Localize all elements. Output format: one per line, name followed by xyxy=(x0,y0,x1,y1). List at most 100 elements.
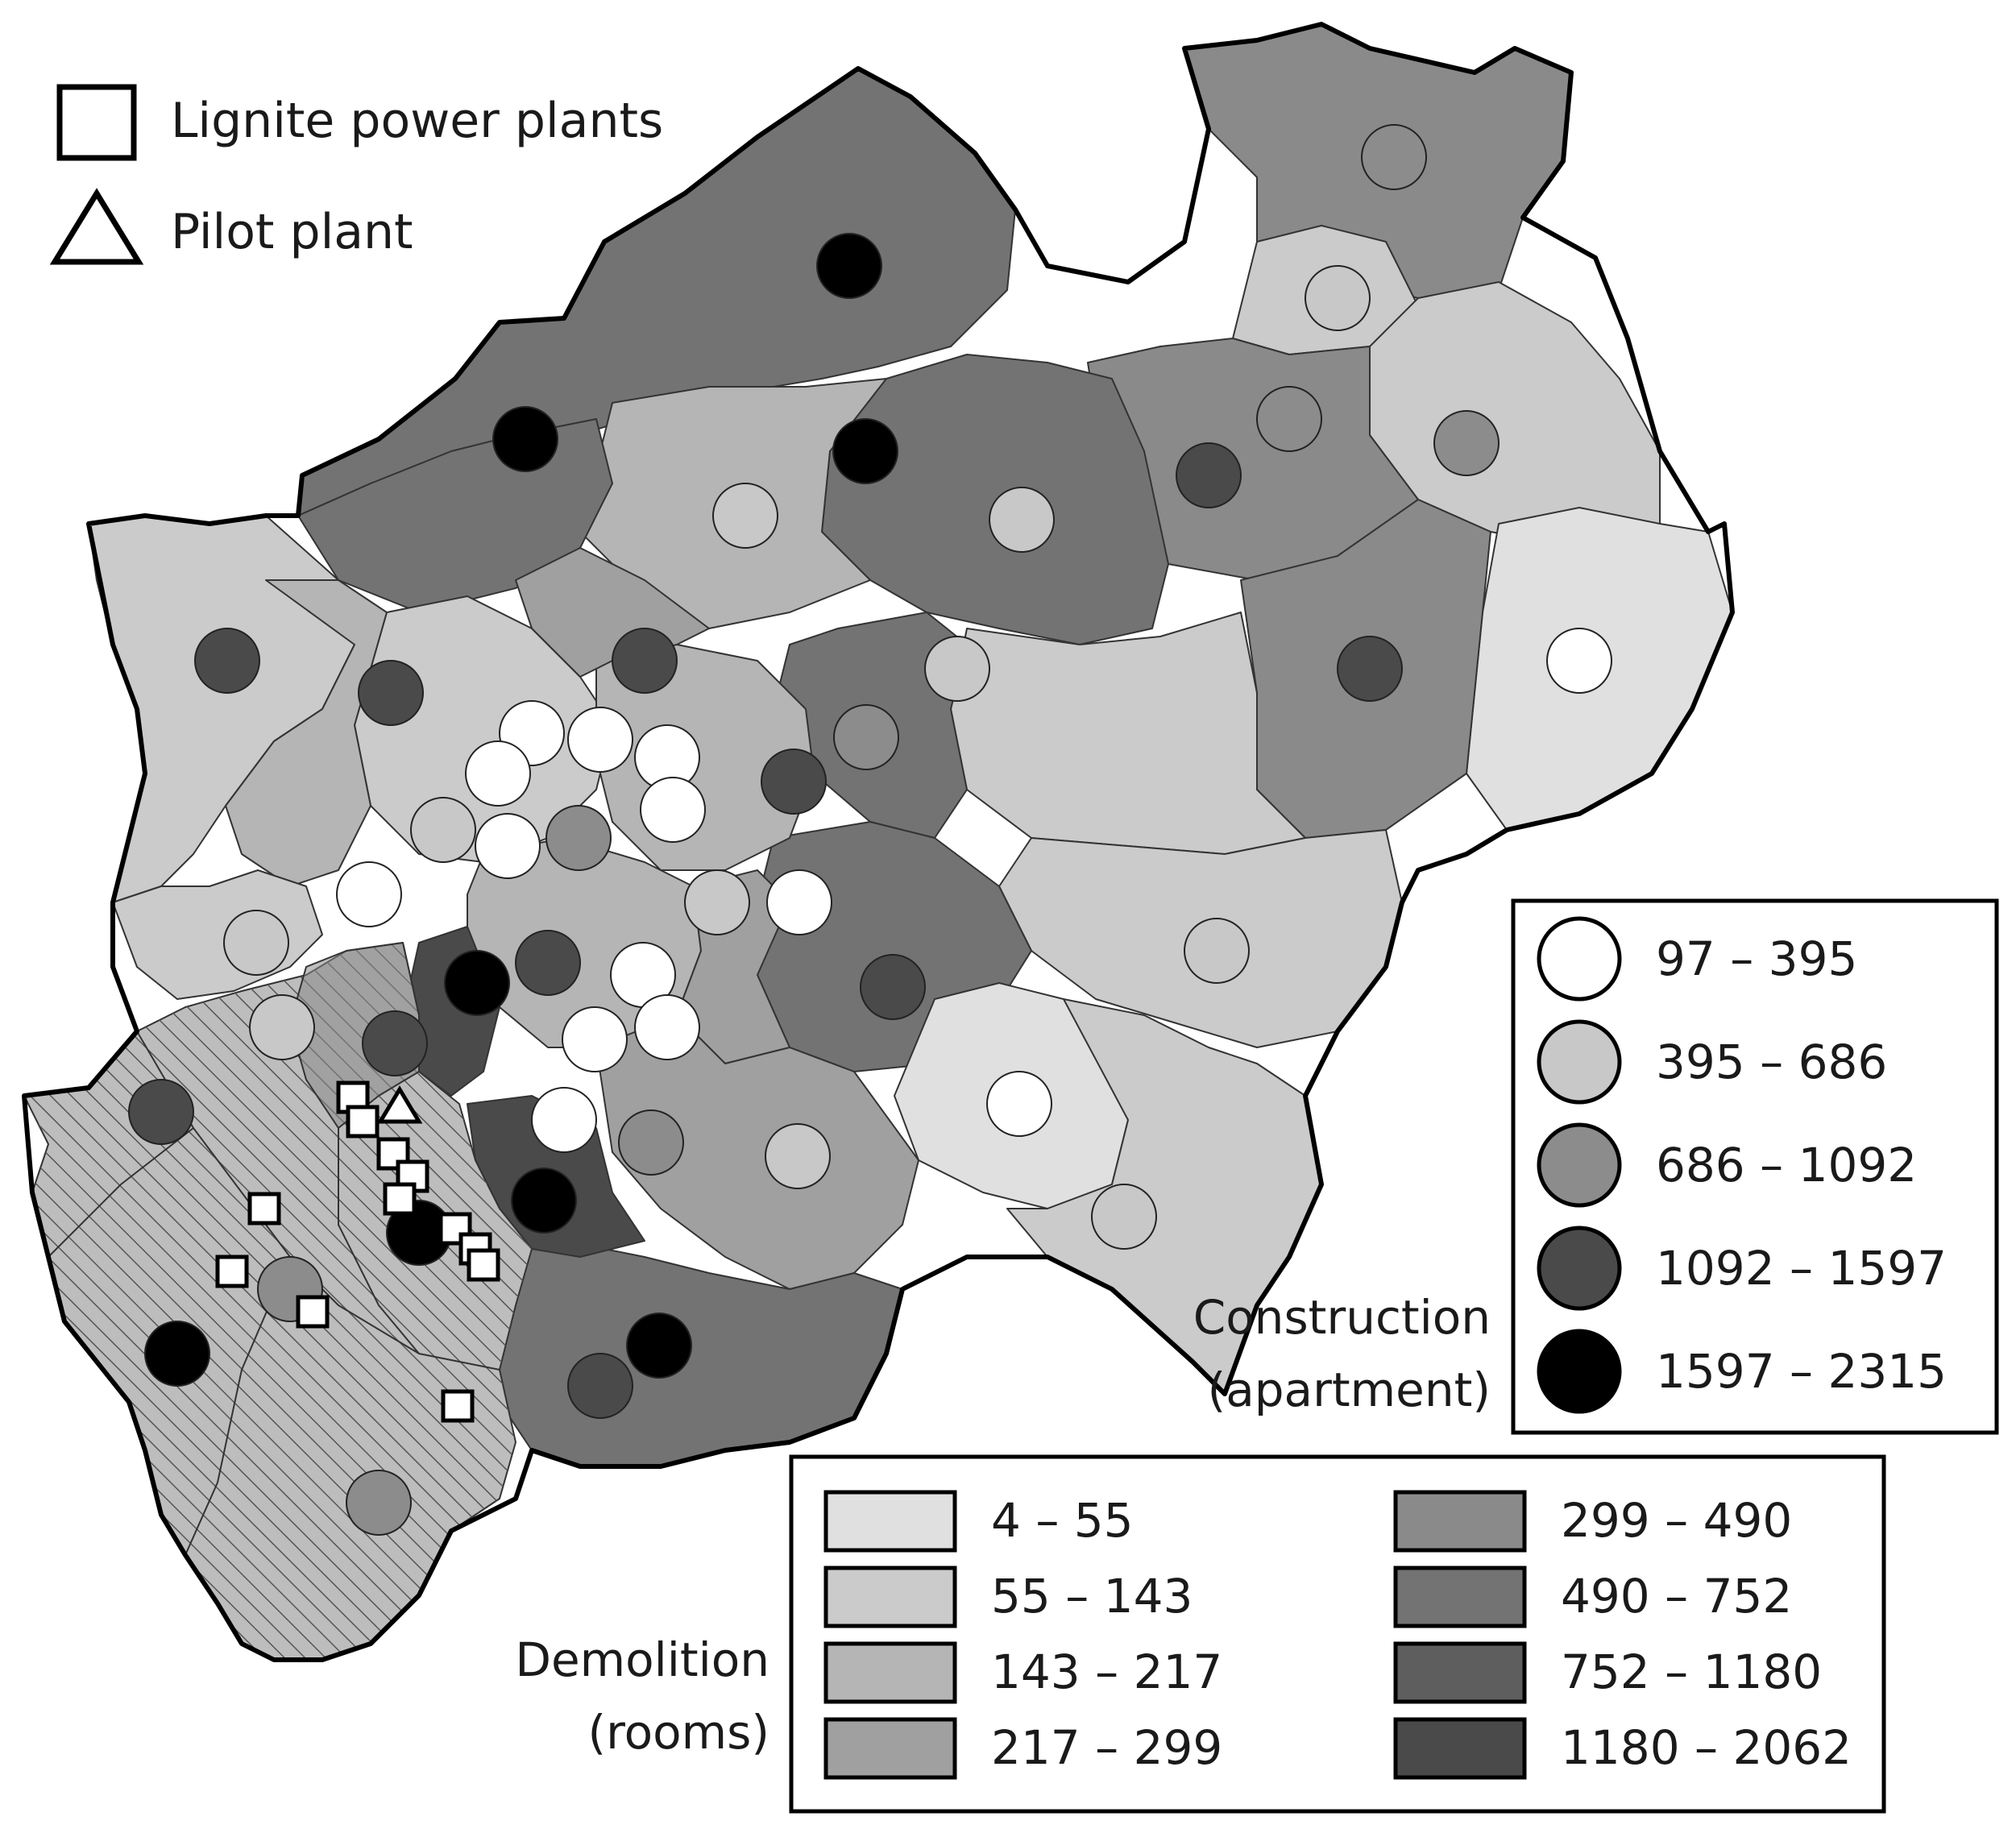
construction-circle xyxy=(634,994,700,1060)
construction-legend-swatch xyxy=(1537,1329,1622,1414)
construction-legend-label: 395 – 686 xyxy=(1656,1035,1887,1089)
point-legend: Lignite power plants Pilot plant xyxy=(49,84,663,265)
construction-circle xyxy=(444,950,510,1016)
demolition-legend-label: 55 – 143 xyxy=(991,1569,1193,1624)
construction-circle xyxy=(626,1313,692,1379)
construction-legend-swatch xyxy=(1537,1226,1622,1311)
construction-circle xyxy=(766,869,832,935)
construction-circle xyxy=(1091,1184,1157,1250)
construction-circle xyxy=(223,910,289,976)
construction-legend-label: 1092 – 1597 xyxy=(1656,1241,1947,1296)
demolition-legend-title-1: Demolition xyxy=(515,1632,769,1687)
construction-circle xyxy=(144,1321,210,1387)
state-outline xyxy=(22,22,1735,1662)
power-plant-layer xyxy=(215,1080,500,1423)
demolition-legend-label: 4 – 55 xyxy=(991,1493,1134,1548)
demolition-legend-swatch xyxy=(1393,1641,1527,1704)
lignite-plant-square-icon xyxy=(215,1255,249,1288)
demolition-legend-swatch xyxy=(823,1641,957,1704)
construction-circle xyxy=(1433,410,1500,476)
construction-circle xyxy=(362,1010,428,1076)
construction-legend-label: 1597 – 2315 xyxy=(1656,1344,1947,1399)
demolition-legend-label: 217 – 299 xyxy=(991,1720,1222,1775)
construction-circle xyxy=(249,994,315,1060)
lignite-plant-square-icon xyxy=(383,1182,417,1216)
construction-circle xyxy=(128,1079,194,1145)
construction-circle xyxy=(712,483,778,549)
construction-circle xyxy=(194,628,260,694)
lignite-plant-square-icon xyxy=(247,1192,281,1226)
construction-legend-title-2: (apartment) xyxy=(1208,1362,1491,1417)
construction-circle xyxy=(761,749,827,815)
lignite-plant-square-icon xyxy=(441,1389,475,1423)
construction-circle xyxy=(336,861,402,927)
construction-circle xyxy=(567,707,633,773)
demolition-legend-label: 1180 – 2062 xyxy=(1561,1720,1852,1775)
construction-circle xyxy=(410,797,476,863)
construction-legend-swatch xyxy=(1537,1019,1622,1105)
construction-circle xyxy=(515,930,581,996)
construction-circle xyxy=(475,813,541,879)
construction-circle-layer xyxy=(128,124,1612,1536)
construction-circle xyxy=(1256,386,1322,452)
construction-circle xyxy=(986,1071,1052,1137)
demolition-legend-swatch xyxy=(1393,1717,1527,1780)
construction-circle xyxy=(618,1109,684,1176)
construction-legend-title-1: Construction xyxy=(1193,1290,1491,1345)
construction-circle xyxy=(765,1123,831,1189)
construction-circle xyxy=(860,954,926,1020)
construction-circle xyxy=(511,1167,577,1234)
legend-lignite-label: Lignite power plants xyxy=(171,93,663,149)
demolition-legend: 4 – 55 55 – 143 143 – 217 217 – 299 299 – 49… xyxy=(515,1454,1886,1814)
construction-circle xyxy=(989,487,1055,553)
construction-circle xyxy=(545,805,612,871)
construction-circle xyxy=(640,777,706,843)
construction-circle xyxy=(492,406,558,472)
demolition-legend-frame xyxy=(789,1454,1886,1814)
construction-circle xyxy=(1337,636,1403,702)
construction-circle xyxy=(562,1006,628,1072)
legend-triangle-icon xyxy=(49,188,144,265)
demolition-legend-label: 490 – 752 xyxy=(1561,1569,1792,1624)
construction-legend-swatch xyxy=(1537,1122,1622,1208)
construction-circle xyxy=(465,740,531,807)
construction-legend-label: 686 – 1092 xyxy=(1656,1138,1917,1192)
construction-circle xyxy=(1361,124,1427,190)
demolition-legend-swatch xyxy=(823,1717,957,1780)
construction-circle xyxy=(358,660,424,726)
construction-circle xyxy=(1176,442,1242,508)
construction-circle xyxy=(924,636,990,702)
district-oberberg xyxy=(595,1014,919,1290)
pilot-plant-triangle-icon xyxy=(376,1085,423,1124)
construction-circle xyxy=(832,418,898,484)
lignite-plant-square-icon xyxy=(376,1137,410,1171)
construction-circle xyxy=(567,1353,633,1419)
demolition-legend-swatch xyxy=(1393,1490,1527,1553)
construction-legend-swatch xyxy=(1537,916,1622,1002)
district-warendorf xyxy=(821,354,1169,645)
construction-circle xyxy=(816,233,882,299)
construction-circle xyxy=(346,1470,412,1536)
construction-legend: 97 – 395 395 – 686 686 – 1092 1092 – 1597 15… xyxy=(1193,898,1999,1435)
construction-circle xyxy=(684,869,750,935)
construction-circle xyxy=(1305,265,1371,331)
demolition-legend-label: 143 – 217 xyxy=(991,1644,1222,1699)
construction-legend-label: 97 – 395 xyxy=(1656,931,1857,986)
construction-circle xyxy=(531,1087,597,1153)
demolition-legend-swatch xyxy=(823,1566,957,1628)
construction-circle xyxy=(1546,628,1612,694)
demolition-legend-label: 752 – 1180 xyxy=(1561,1644,1822,1699)
construction-circle xyxy=(612,628,678,694)
construction-circle xyxy=(1184,918,1250,984)
lignite-plant-square-icon xyxy=(296,1295,330,1329)
demolition-legend-label: 299 – 490 xyxy=(1561,1493,1792,1548)
demolition-legend-swatch xyxy=(1393,1566,1527,1628)
legend-square-icon xyxy=(56,84,137,161)
construction-circle xyxy=(833,704,899,770)
demolition-legend-title-2: (rooms) xyxy=(587,1705,769,1760)
legend-pilot-label: Pilot plant xyxy=(171,204,413,260)
demolition-legend-swatch xyxy=(823,1490,957,1553)
lignite-plant-square-icon xyxy=(346,1105,380,1138)
lignite-plant-square-icon xyxy=(467,1248,500,1282)
